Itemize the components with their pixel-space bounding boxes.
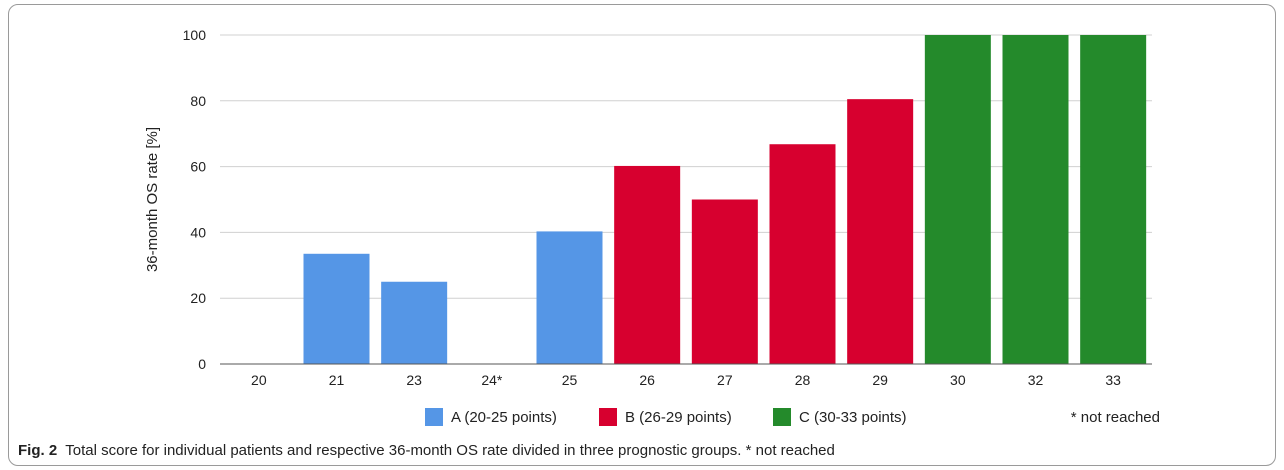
bar: [381, 281, 448, 364]
legend-label: C (30-33 points): [799, 409, 907, 426]
x-tick-label: 27: [717, 372, 733, 388]
x-tick-label: 28: [795, 372, 811, 388]
y-tick-label: 20: [190, 290, 206, 306]
bar: [691, 199, 758, 364]
y-axis-ticks: 0 20 40 60 80 100: [183, 27, 207, 372]
legend-note: * not reached: [1071, 409, 1160, 426]
bar: [536, 231, 603, 364]
legend: A (20-25 points) B (26-29 points) C (30-33…: [425, 408, 1160, 426]
figure-label: Fig. 2: [18, 442, 58, 459]
x-tick-label: 24*: [481, 372, 503, 388]
x-tick-label: 29: [872, 372, 888, 388]
gridlines: [220, 34, 1152, 299]
legend-label: B (26-29 points): [625, 409, 732, 426]
bar: [847, 99, 914, 364]
y-tick-label: 40: [190, 224, 206, 240]
y-tick-label: 100: [183, 27, 207, 43]
x-tick-label: 20: [251, 372, 267, 388]
bar-chart: 0 20 40 60 80 100 20 21 23 24* 25 26 27 28 29 30 32 33 3…: [144, 27, 1160, 426]
legend-swatch: [425, 408, 443, 426]
y-tick-label: 60: [190, 159, 206, 175]
y-tick-label: 0: [198, 356, 206, 372]
bar: [303, 253, 370, 364]
bar: [1080, 35, 1147, 364]
bar: [1002, 35, 1069, 364]
x-tick-label: 26: [639, 372, 655, 388]
bar: [924, 35, 991, 364]
x-tick-label: 33: [1105, 372, 1121, 388]
x-axis-ticks: 20 21 23 24* 25 26 27 28 29 30 32 33: [251, 372, 1121, 388]
figure-caption: Fig. 2 Total score for individual patien…: [18, 442, 835, 459]
caption-text: Total score for individual patients and …: [65, 442, 835, 459]
x-tick-label: 21: [329, 372, 345, 388]
bar: [769, 144, 836, 364]
y-axis-label: 36-month OS rate [%]: [144, 127, 161, 272]
y-tick-label: 80: [190, 93, 206, 109]
figure-frame: [8, 4, 1276, 466]
legend-swatch: [599, 408, 617, 426]
legend-swatch: [773, 408, 791, 426]
x-tick-label: 30: [950, 372, 966, 388]
x-tick-label: 32: [1028, 372, 1044, 388]
bars: [303, 35, 1147, 364]
x-tick-label: 23: [406, 372, 422, 388]
bar: [614, 165, 681, 364]
x-tick-label: 25: [562, 372, 578, 388]
legend-label: A (20-25 points): [451, 409, 557, 426]
